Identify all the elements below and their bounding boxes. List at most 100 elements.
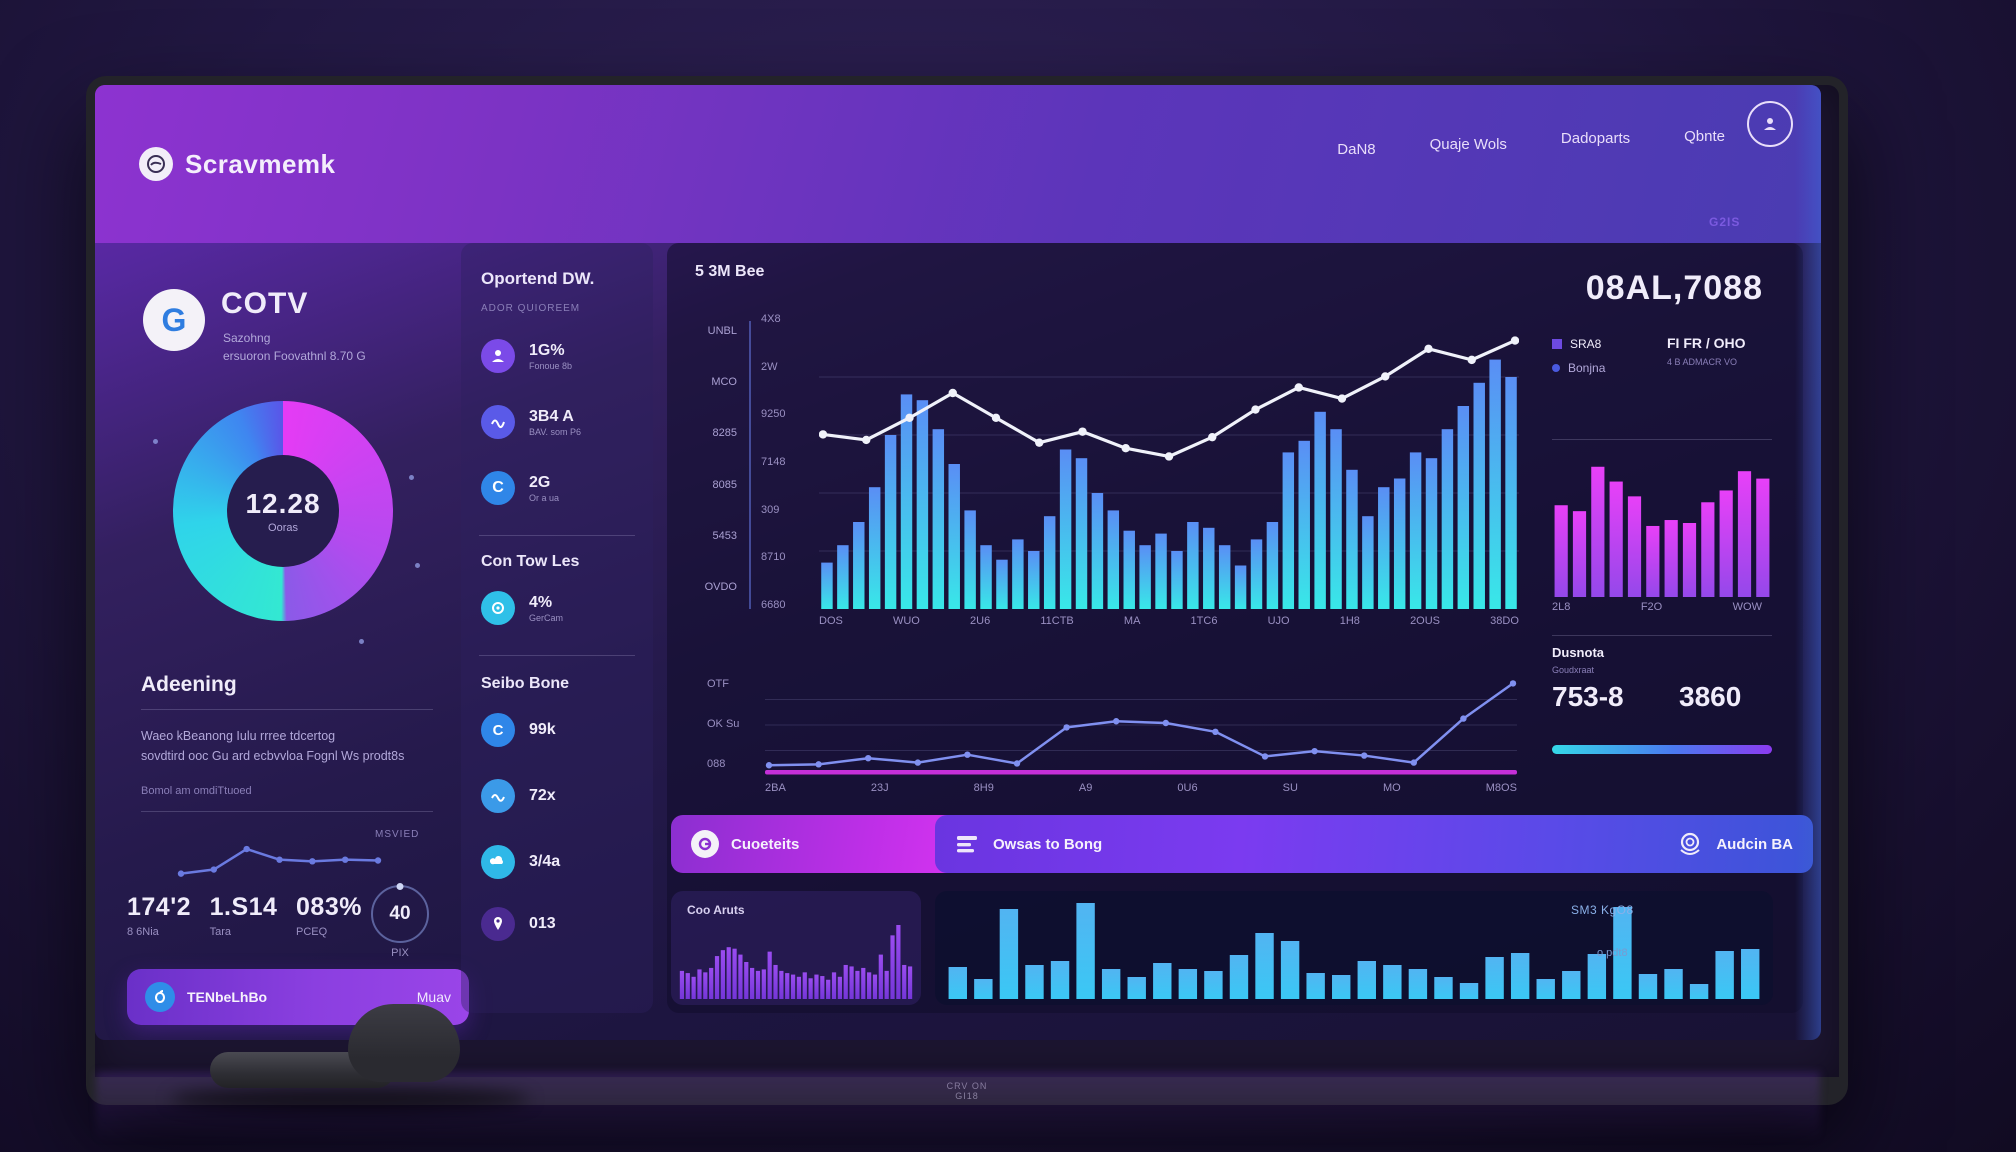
donut-tick [153, 439, 158, 444]
app-logo[interactable]: Scravmemk [139, 147, 336, 181]
nav-item-2[interactable]: Quaje Wols [1429, 136, 1507, 153]
letter-c-icon: C [481, 713, 515, 747]
gauge-value: 40 [389, 903, 411, 924]
ops-item-1[interactable]: 1G% Fonoue 8b [481, 339, 572, 373]
y-axis-line [749, 321, 751, 609]
axis-tick-label: 11CTB [1040, 615, 1074, 627]
bottom-left-panel: Coo Aruts [671, 891, 921, 1005]
divider [141, 709, 433, 710]
footer-action[interactable]: Muav [416, 989, 451, 1005]
header-bar: Scravmemk DaN8 Quaje Wols Dadoparts Qbnt… [95, 85, 1821, 243]
person-icon [481, 339, 515, 373]
bezel-line1: CRV ON [947, 1081, 988, 1091]
axis-tick-label: WOW [1732, 601, 1762, 613]
axis-tick-label: MA [1123, 615, 1141, 627]
stat-value: 1.S14 [209, 893, 278, 921]
axis-tick-label: 23J [870, 782, 889, 794]
secondary-right-group[interactable]: Audcin BA [1676, 830, 1793, 858]
profile-line1: Sazohng [223, 331, 271, 345]
ops-sub: Fonoue 8b [529, 360, 573, 371]
axis-tick-label: 4X8 [761, 313, 781, 325]
primary-action-button[interactable]: Cuoeteits [671, 815, 961, 873]
section2-title: Con Tow Les [481, 553, 580, 570]
ops-sub: GerCam [529, 612, 564, 623]
screen-edge-glow [1795, 85, 1821, 1040]
axis-tick-label: MCO [711, 376, 737, 389]
donut-value: 12.28 [245, 488, 321, 519]
divider [1552, 439, 1772, 440]
flat-chart-area: OTF OK Su 088 2BA 23J 8H9 A9 0U6 SU MO M8OS [707, 668, 1527, 803]
g-badge-icon [691, 830, 719, 858]
axis-tick-label: OTF [707, 678, 729, 690]
secondary-action-button[interactable]: Owsas to Bong Audcin BA [935, 815, 1813, 873]
divider [479, 655, 635, 656]
axis-tick-label: UJO [1267, 615, 1290, 627]
ops-item-3[interactable]: C 2G Or a ua [481, 471, 559, 505]
ops-item-4[interactable]: 4% GerCam [481, 591, 563, 625]
device-shadow [170, 1086, 530, 1112]
mini-bar-chart [1552, 449, 1772, 597]
logo-text: Scravmemk [185, 148, 336, 179]
profile-line2: ersuoron Foovathnl 8.70 G [223, 349, 366, 363]
ops-value: 1G% [529, 341, 565, 359]
axis-tick-label: F2O [1640, 601, 1663, 613]
profile-avatar-icon[interactable] [1747, 101, 1793, 147]
section-footnote: Bomol am omdiTtuoed [141, 785, 252, 797]
letter-c-icon: C [481, 471, 515, 505]
axis-tick-label: 2OUS [1410, 615, 1441, 627]
legend-item-1: SRA8 [1552, 337, 1601, 351]
ops-sub: Or a ua [529, 492, 560, 503]
nav-item-3[interactable]: Dadoparts [1560, 130, 1631, 147]
stats-corner-label: MSVIED [375, 829, 420, 840]
ops-item-7[interactable]: 3/4a [481, 845, 560, 879]
axis-tick-label: 309 [761, 503, 780, 516]
main-note2: 4 B ADMACR VO [1667, 357, 1738, 367]
axis-tick-label: 5453 [712, 529, 737, 542]
donut-label: Ooras [268, 522, 298, 534]
section-para2: sovdtird ooc Gu ard ecbvvloa Fognl Ws pr… [141, 749, 405, 763]
main-combo-chart [819, 319, 1519, 609]
stat-value: 174'2 [127, 893, 192, 921]
corner-tag: G2IS [1709, 215, 1741, 229]
main-note1: FI FR / OHO [1667, 335, 1746, 351]
ops-item-2[interactable]: 3B4 A BAV. som P6 [481, 405, 581, 439]
stats-row: 174'2 8 6Nia 1.S14 Tara 083% PCEQ [127, 893, 362, 938]
ops-item-5[interactable]: C 99k [481, 713, 556, 747]
donut-tick [409, 475, 414, 480]
profile-panel: G COTV Sazohng ersuoron Foovathnl 8.70 G… [115, 243, 469, 1025]
stat-label: 8 6Nia [127, 926, 159, 938]
list-icon [955, 834, 981, 854]
bottom-caption1: SM3 KgO8 [1571, 903, 1634, 917]
axis-tick-label: 7148 [761, 455, 786, 468]
divider [141, 811, 433, 812]
gauge-circle: 40 [371, 883, 429, 943]
axis-tick-label: OVDO [704, 580, 737, 593]
bezel-line2: GI18 [947, 1091, 988, 1101]
ops-value: 2G [529, 473, 551, 491]
donut-tick [415, 563, 420, 568]
ops-value: 72x [529, 787, 556, 804]
section-para1: Waeo kBeanong Iulu rrree tdcertog [141, 729, 336, 743]
y-axis-labels-left: UNBL MCO 8285 8085 5453 OVDO [679, 325, 737, 593]
axis-tick-label: A9 [1078, 782, 1093, 794]
gauge-dot [396, 883, 404, 890]
top-nav: DaN8 Quaje Wols Dadoparts Qbnte [1337, 115, 1725, 158]
stat-label: PCEQ [296, 926, 328, 938]
flat-x-labels: 2BA 23J 8H9 A9 0U6 SU MO M8OS [765, 782, 1517, 794]
secondary-right-label: Audcin BA [1716, 835, 1793, 853]
flat-y-labels: OTF OK Su 088 [707, 678, 755, 770]
axis-tick-label: 088 [707, 758, 726, 770]
axis-tick-label: OK Su [707, 718, 740, 730]
nav-item-4[interactable]: Qbnte [1684, 128, 1725, 145]
dusnota-value2: 3860 [1679, 681, 1742, 712]
axis-tick-label: MO [1382, 782, 1401, 794]
y-axis-labels-inner: 4X8 2W 9250 7148 309 8710 6680 [761, 313, 813, 611]
main-panel: 5 3M Bee 08AL,7088 SRA8 Bonjna FI FR / O… [667, 243, 1813, 1013]
ops-item-6[interactable]: 72x [481, 779, 556, 813]
dusnota-value1: 753-8 [1552, 681, 1624, 712]
nav-item-1[interactable]: DaN8 [1337, 141, 1376, 158]
mini-bar-labels: 2L8 F2O WOW [1552, 601, 1762, 613]
ops-value: 013 [529, 915, 556, 932]
secondary-button-label: Owsas to Bong [993, 835, 1103, 853]
ops-item-8[interactable]: 013 [481, 907, 556, 941]
